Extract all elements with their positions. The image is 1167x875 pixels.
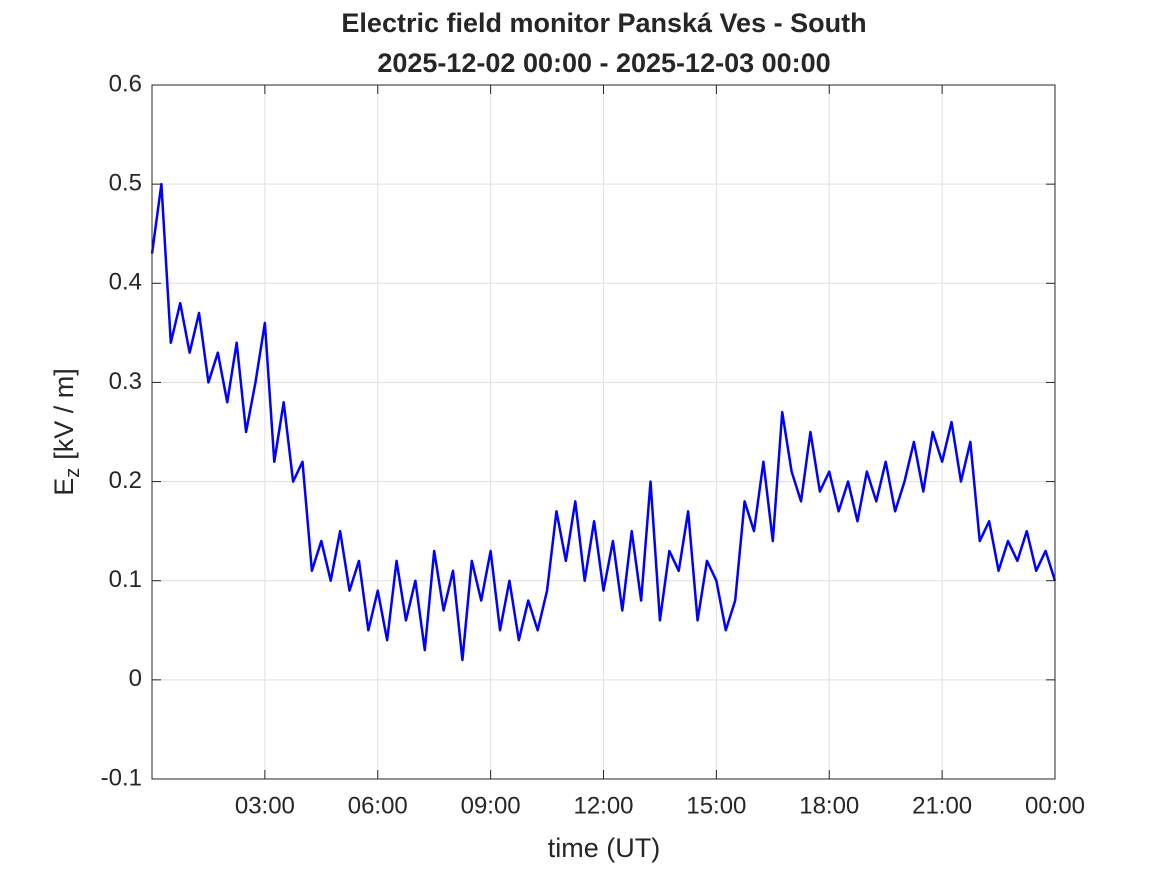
y-axis-label: Ez [kV / m]	[49, 368, 84, 496]
chart-title: Electric field monitor Panská Ves - Sout…	[341, 8, 866, 38]
chart-subtitle: 2025-12-02 00:00 - 2025-12-03 00:00	[377, 48, 830, 78]
y-tick-label: 0.1	[109, 566, 142, 593]
x-tick-label: 12:00	[573, 792, 633, 819]
y-label-main: E	[49, 478, 79, 496]
y-tick-label: 0.6	[109, 70, 142, 97]
y-label-unit: [kV / m]	[49, 368, 79, 460]
x-tick-label: 18:00	[799, 792, 859, 819]
y-tick-label: 0.3	[109, 368, 142, 395]
x-tick-label: 21:00	[912, 792, 972, 819]
y-tick-label: 0	[129, 665, 142, 692]
y-tick-label: 0.5	[109, 169, 142, 196]
y-label-sub: z	[62, 468, 84, 478]
x-tick-label: 06:00	[348, 792, 408, 819]
x-tick-label: 00:00	[1025, 792, 1085, 819]
x-tick-label: 15:00	[686, 792, 746, 819]
x-axis-label: time (UT)	[548, 833, 660, 863]
y-tick-label: -0.1	[101, 764, 142, 791]
data-line	[150, 182, 1057, 662]
plot-frame	[151, 84, 1056, 780]
y-tick-label: 0.2	[109, 467, 142, 494]
y-tick-label: 0.4	[109, 269, 142, 296]
x-tick-label: 09:00	[461, 792, 521, 819]
x-tick-label: 03:00	[235, 792, 295, 819]
